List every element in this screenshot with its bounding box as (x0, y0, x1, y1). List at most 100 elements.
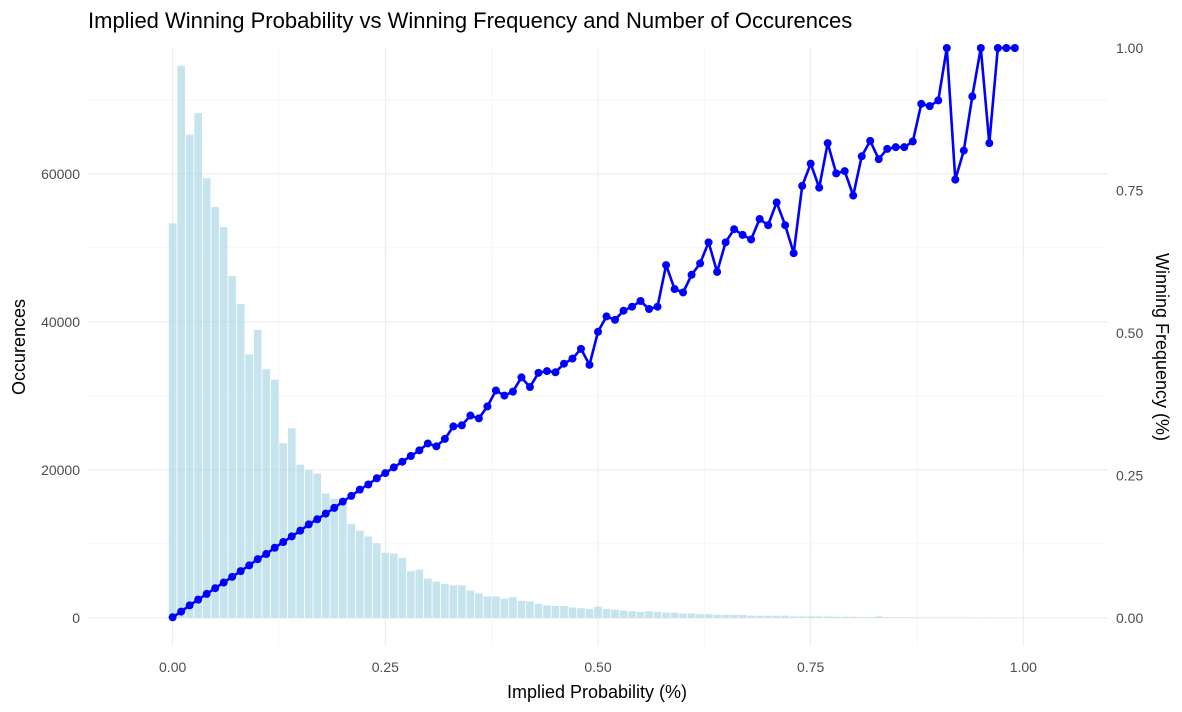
occurrence-bar (253, 329, 262, 618)
occurrence-bar (347, 523, 356, 618)
winning-frequency-point (883, 144, 892, 153)
x-axis-title: Implied Probability (%) (507, 682, 687, 702)
occurrence-bar (560, 606, 568, 618)
winning-frequency-point (389, 463, 398, 472)
winning-frequency-point (959, 146, 968, 155)
y-left-tick-label: 0 (72, 610, 80, 626)
winning-frequency-point (713, 267, 722, 276)
winning-frequency-point (279, 538, 288, 547)
occurrence-bar (823, 616, 832, 618)
occurrence-bar (645, 611, 653, 618)
winning-frequency-point (806, 159, 815, 168)
winning-frequency-point (891, 143, 900, 152)
occurrence-bar (321, 493, 330, 618)
occurrence-bar (611, 609, 619, 618)
winning-frequency-point (330, 503, 339, 512)
occurrence-bar (313, 473, 322, 618)
occurrence-bar (432, 581, 441, 618)
occurrence-bar (679, 613, 687, 618)
occurrence-bar (517, 600, 526, 618)
occurrence-bar (287, 428, 296, 618)
occurrence-bar (500, 598, 509, 618)
occurrence-bar (721, 614, 730, 618)
occurrence-bar (900, 617, 909, 618)
occurrence-bar (202, 178, 211, 618)
occurrence-bar (441, 583, 449, 618)
occurrence-bar (730, 614, 738, 618)
winning-frequency-point (168, 613, 177, 622)
occurrence-bar (594, 606, 602, 618)
occurrence-bar (874, 616, 883, 618)
winning-frequency-point (253, 555, 262, 564)
winning-frequency-point (857, 152, 866, 161)
occurrence-bar (534, 603, 543, 618)
occurrence-bar (806, 616, 815, 618)
occurrence-bar (857, 617, 866, 618)
winning-frequency-point (304, 520, 313, 529)
occurrence-bar (330, 498, 339, 618)
winning-frequency-point (1002, 44, 1011, 52)
occurrence-bar (891, 617, 900, 618)
x-tick-label: 0.00 (159, 659, 186, 675)
winning-frequency-point (908, 137, 917, 146)
y-left-tick-label: 20000 (41, 462, 80, 478)
winning-frequency-point (917, 99, 926, 108)
winning-frequency-point (568, 354, 577, 363)
winning-frequency-point (687, 270, 696, 279)
winning-frequency-point (781, 221, 790, 230)
winning-frequency-point (772, 198, 781, 207)
occurrence-bar (738, 614, 747, 618)
occurrence-bar (883, 617, 892, 618)
winning-frequency-point (1010, 44, 1019, 52)
winning-frequency-point (457, 421, 466, 430)
winning-frequency-point (398, 457, 407, 466)
occurrence-bar (781, 615, 789, 618)
winning-frequency-point (313, 515, 322, 524)
winning-frequency-point (423, 439, 432, 448)
winning-frequency-point (662, 261, 671, 270)
winning-frequency-point (483, 402, 492, 411)
winning-frequency-point (679, 288, 688, 297)
occurrence-bar (364, 536, 373, 618)
y-right-tick-label: 0.00 (1116, 610, 1143, 626)
winning-frequency-point (738, 230, 747, 239)
y-right-axis-ticks: 0.00 0.25 0.50 0.75 1.00 (1116, 40, 1143, 626)
winning-frequency-point (900, 143, 909, 152)
winning-frequency-point (755, 214, 764, 223)
winning-frequency-point (372, 474, 381, 483)
winning-frequency-point (517, 373, 526, 382)
winning-frequency-point (611, 315, 620, 324)
occurrence-bar (866, 617, 875, 618)
occurrence-bar (355, 530, 364, 618)
y-left-tick-label: 40000 (41, 314, 80, 330)
occurrence-bar (262, 369, 271, 618)
winning-frequency-point (236, 567, 245, 576)
occurrence-bar (840, 616, 849, 618)
winning-frequency-point (491, 386, 500, 395)
winning-frequency-point (645, 304, 654, 313)
winning-frequency-point (219, 578, 228, 587)
occurrence-bar (407, 571, 415, 618)
occurrence-bar (509, 597, 517, 618)
occurrence-bar (424, 578, 432, 618)
occurrence-bar (577, 608, 585, 618)
occurrence-bar (390, 553, 398, 618)
winning-frequency-point (500, 391, 509, 400)
occurrence-bar (772, 615, 781, 618)
y-right-tick-label: 0.50 (1116, 325, 1143, 341)
winning-frequency-point (508, 387, 517, 396)
occurrence-bar (832, 616, 841, 618)
y-right-axis-title: Winning Frequency (%) (1152, 253, 1172, 441)
occurrence-bar (628, 611, 636, 618)
winning-frequency-point (211, 584, 220, 593)
occurrence-bar (798, 616, 806, 618)
occurrence-bar (568, 607, 577, 618)
chart-title: Implied Winning Probability vs Winning F… (88, 8, 852, 33)
occurrence-bar (492, 596, 500, 618)
occurrence-bar (475, 593, 483, 618)
winning-frequency-point (347, 491, 356, 500)
winning-frequency-point (466, 411, 475, 420)
occurrence-bar (236, 304, 245, 618)
y-left-axis-ticks: 0 20000 40000 60000 (41, 166, 80, 626)
occurrence-bar (687, 613, 696, 618)
